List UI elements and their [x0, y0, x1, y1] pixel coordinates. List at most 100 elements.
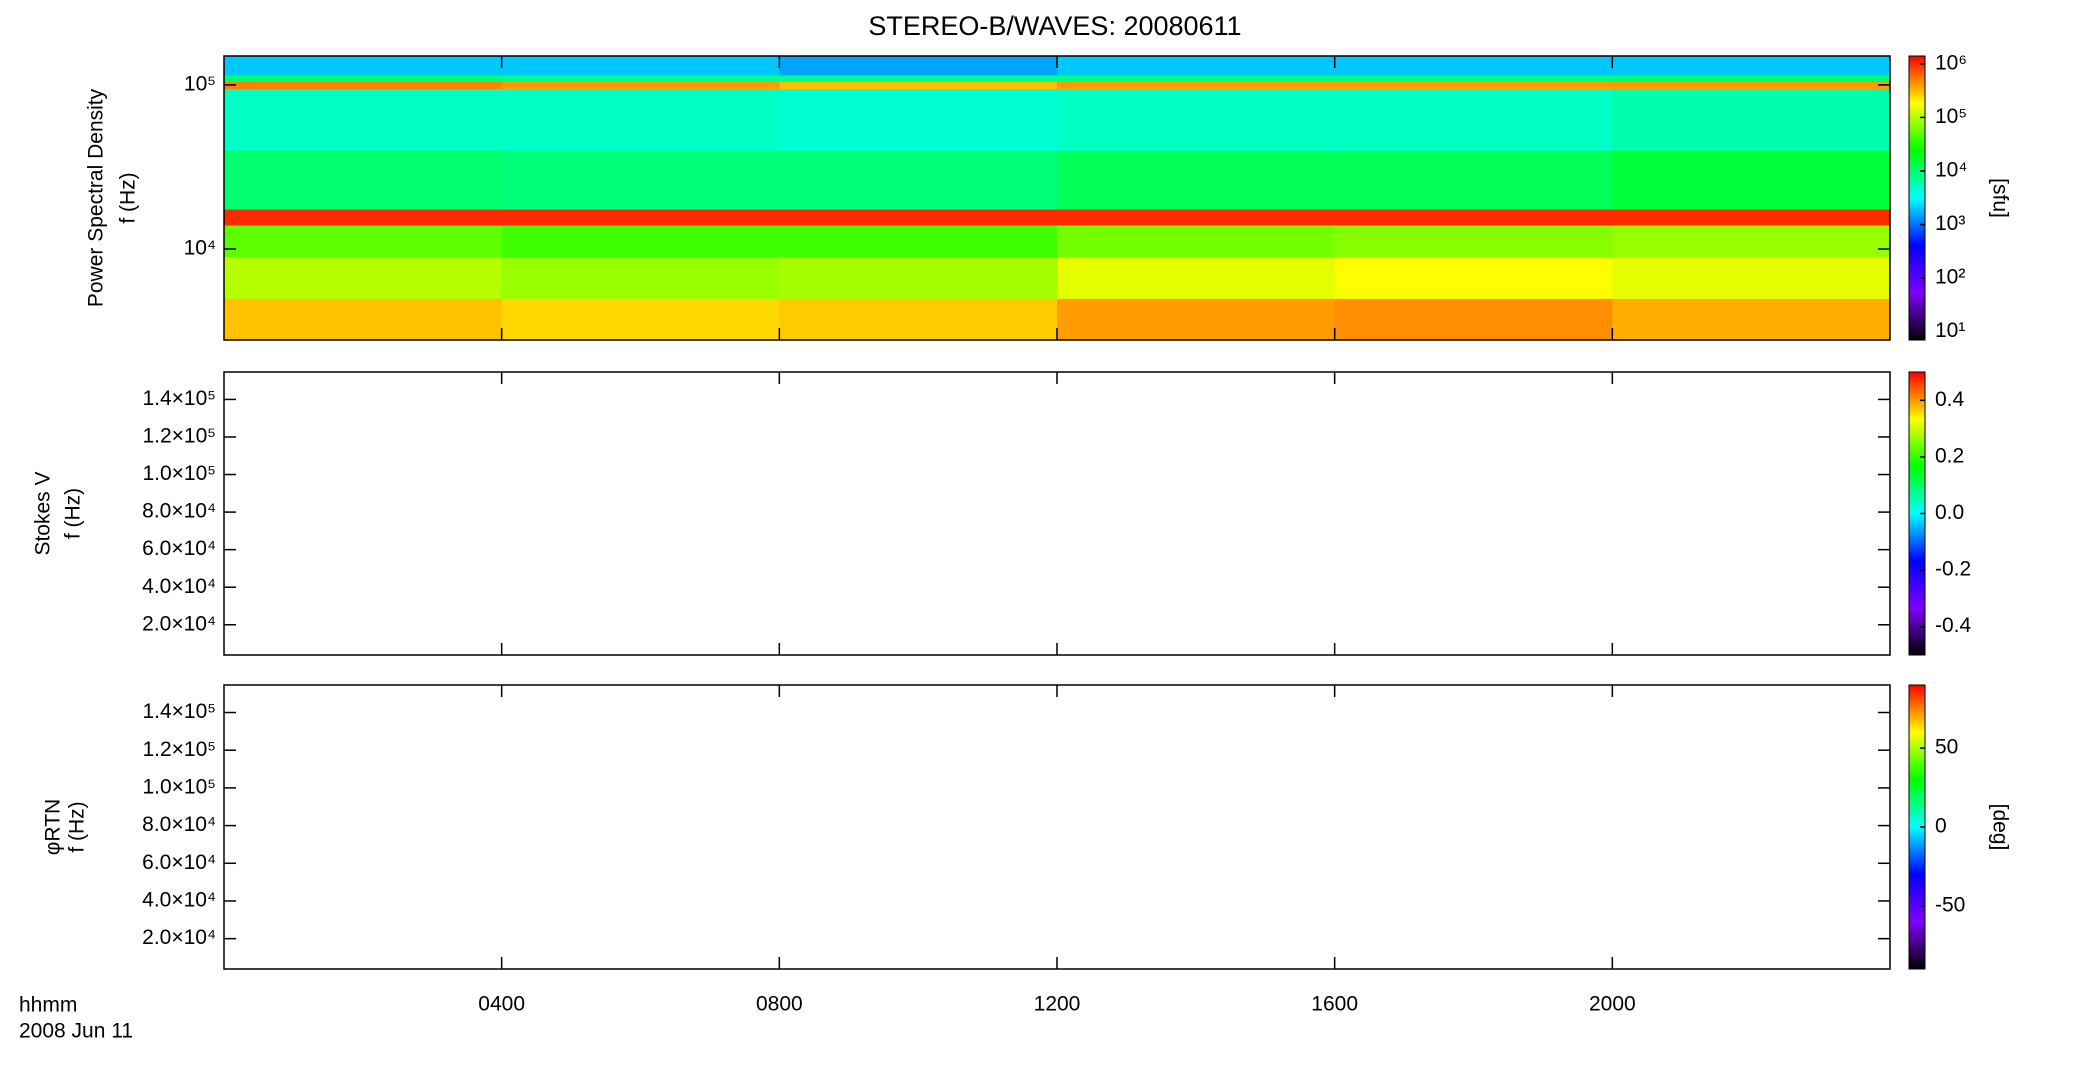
heatmap-cell [501, 256, 780, 299]
colorbar-tick-label: 10⁵ [1935, 105, 1967, 128]
heatmap-cell [1057, 209, 1336, 226]
heatmap-cell [779, 88, 1058, 151]
colorbar-tick-label: 0.4 [1935, 388, 1965, 411]
x-tick-label: 1600 [1311, 993, 1358, 1016]
y-tick-label: 1.2×10⁵ [142, 425, 216, 448]
heatmap-cell [1057, 74, 1336, 82]
y-tick-label: 8.0×10⁴ [142, 813, 216, 836]
heatmap-cell [1334, 225, 1613, 258]
y-tick-label: 4.0×10⁴ [142, 575, 216, 598]
y-tick-label: 6.0×10⁴ [142, 537, 216, 560]
heatmap-cell [1334, 209, 1613, 226]
heatmap-cell [1612, 256, 1891, 299]
heatmap-cell [1057, 56, 1336, 76]
y-tick-label: 1.4×10⁵ [142, 387, 216, 410]
chart-title: STEREO-B/WAVES: 20080611 [868, 11, 1241, 41]
heatmap-cell [779, 81, 1058, 90]
colorbar-tick-label: -50 [1935, 893, 1965, 916]
y-tick-label: 6.0×10⁴ [142, 851, 216, 874]
colorbar [1908, 55, 1926, 341]
heatmap-cell [501, 56, 780, 76]
y-axis-label: φRTN [42, 799, 65, 855]
colorbar-tick-label: 10⁴ [1935, 159, 1967, 182]
heatmap-cell [224, 225, 503, 258]
y-axis-label: f (Hz) [117, 172, 140, 223]
heatmap-cell [1057, 256, 1336, 299]
colorbar-tick-label: 10¹ [1935, 319, 1965, 342]
heatmap-cell [779, 209, 1058, 226]
heatmap-cell [501, 150, 780, 210]
colorbar-tick-label: 10² [1935, 266, 1965, 289]
colorbar-tick-label: 50 [1935, 736, 1958, 759]
y-tick-label: 2.0×10⁴ [142, 612, 216, 635]
heatmap-cell [224, 150, 503, 210]
colorbar-tick-label: -0.2 [1935, 558, 1971, 581]
heatmap-cell [779, 56, 1058, 76]
y-tick-label: 10⁴ [184, 237, 216, 260]
colorbar-tick-label: 0 [1935, 815, 1947, 838]
heatmap-cell [501, 81, 780, 90]
heatmap-cell [1334, 298, 1613, 341]
heatmap-cell [1334, 56, 1613, 76]
heatmap-cell [501, 209, 780, 226]
y-tick-label: 8.0×10⁴ [142, 500, 216, 523]
heatmap-cell [1612, 81, 1891, 90]
heatmap-cell [779, 150, 1058, 210]
x-tick-label: 0800 [756, 993, 803, 1016]
heatmap-cell [1334, 74, 1613, 82]
colorbar-label: [sfu] [1988, 178, 2011, 218]
y-axis-label: f (Hz) [62, 488, 85, 539]
y-tick-label: 1.0×10⁵ [142, 775, 216, 798]
colorbar-tick-label: -0.4 [1935, 614, 1972, 637]
heatmap-cell [1334, 88, 1613, 151]
x-axis-label: 2008 Jun 11 [19, 1020, 133, 1043]
colorbar-tick-label: 10⁶ [1935, 51, 1967, 74]
colorbar-label: [deg] [1988, 804, 2011, 851]
heatmap-cell [501, 225, 780, 258]
heatmap-cell [1334, 256, 1613, 299]
x-tick-label: 1200 [1034, 993, 1081, 1016]
y-tick-label: 1.0×10⁵ [142, 462, 216, 485]
y-tick-label: 1.2×10⁵ [142, 738, 216, 761]
heatmap-cell [1612, 74, 1891, 82]
heatmap-cell [779, 256, 1058, 299]
heatmap-cell [1057, 150, 1336, 210]
heatmap-cell [501, 88, 780, 151]
colorbar-tick-label: 0.2 [1935, 444, 1964, 467]
heatmap-cell [224, 56, 503, 76]
heatmap-cell [1057, 298, 1336, 341]
y-tick-label: 1.4×10⁵ [142, 700, 216, 723]
y-axis-label: f (Hz) [66, 801, 89, 852]
x-tick-label: 0400 [478, 993, 525, 1016]
plot-frame [223, 684, 1891, 970]
heatmap-cell [779, 298, 1058, 341]
heatmap-cell [224, 88, 503, 151]
heatmap-cell [1612, 298, 1891, 341]
colorbar-tick-label: 0.0 [1935, 501, 1964, 524]
heatmap-cell [1612, 209, 1891, 226]
heatmap-cell [1612, 88, 1891, 151]
heatmap-cell [1612, 225, 1891, 258]
x-tick-label: 2000 [1589, 993, 1636, 1016]
heatmap-cell [224, 209, 503, 226]
heatmap-cell [779, 225, 1058, 258]
y-tick-label: 10⁵ [184, 72, 216, 95]
x-axis-label: hhmm [19, 994, 77, 1017]
y-axis-label: Power Spectral Density [85, 88, 108, 307]
heatmap-cell [779, 74, 1058, 82]
heatmap-cell [501, 74, 780, 82]
colorbar-tick-label: 10³ [1935, 212, 1965, 235]
heatmap-cell [501, 298, 780, 341]
heatmap-cell [1057, 81, 1336, 90]
plot-frame [223, 371, 1891, 656]
y-tick-label: 4.0×10⁴ [142, 889, 216, 912]
y-tick-label: 2.0×10⁴ [142, 926, 216, 949]
heatmap-cell [1057, 88, 1336, 151]
heatmap-cell [224, 74, 503, 82]
heatmap-cell [224, 256, 503, 299]
y-axis-label: Stokes V [32, 471, 55, 555]
heatmap-cell [1612, 56, 1891, 76]
heatmap-cell [1334, 81, 1613, 90]
heatmap-cell [224, 81, 503, 90]
